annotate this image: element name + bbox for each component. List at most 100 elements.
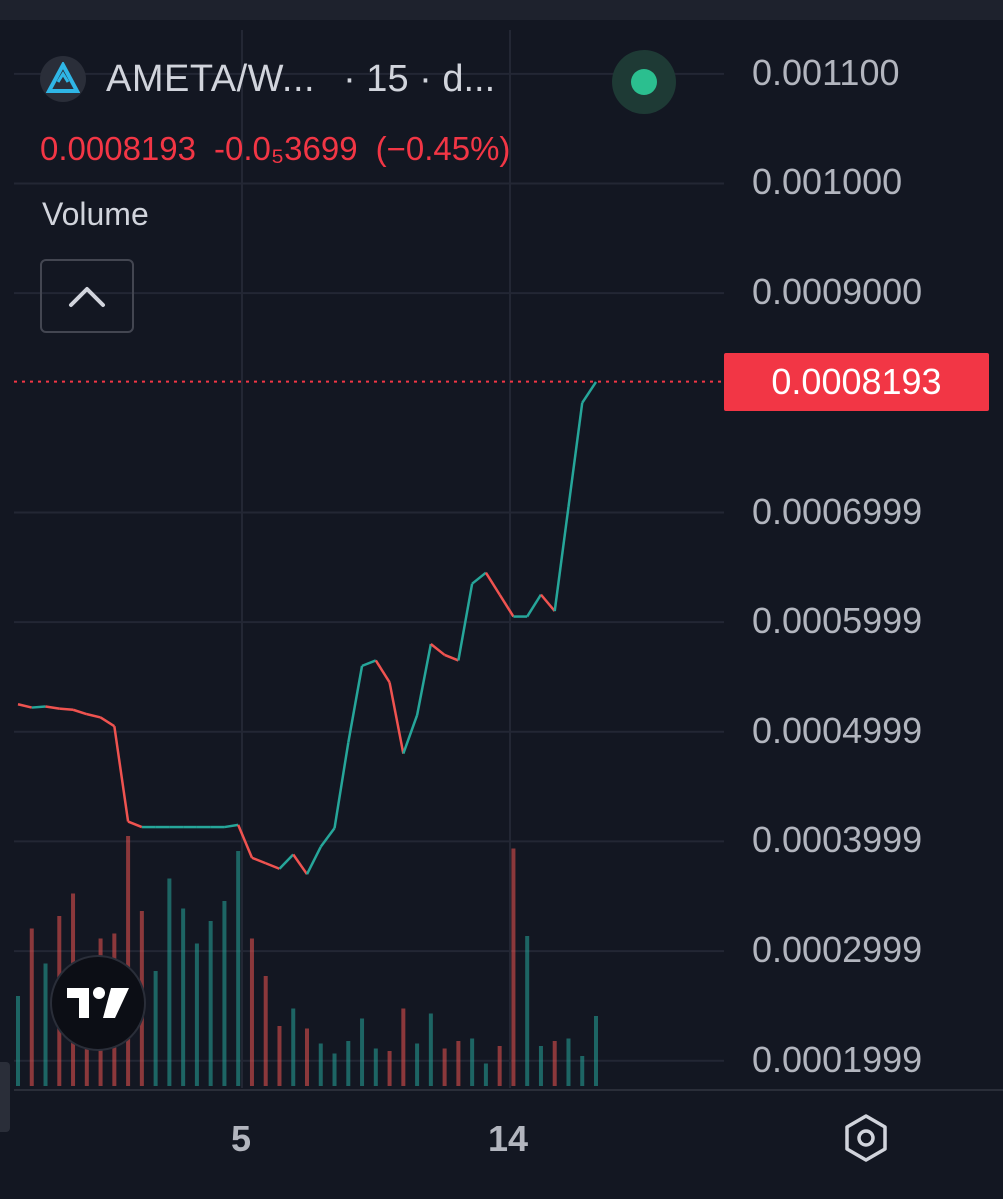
volume-bar: [538, 1046, 543, 1086]
price-segment: [305, 846, 322, 875]
volume-bar: [525, 936, 530, 1086]
volume-bar: [16, 996, 20, 1086]
price-segment: [457, 583, 474, 661]
price-segment: [498, 593, 515, 618]
symbol-name[interactable]: AMETA/W...: [106, 57, 316, 100]
y-tick-label: 0.0009000: [752, 271, 923, 313]
price-segment: [402, 714, 419, 755]
volume-bar: [566, 1038, 571, 1086]
volume-bar: [222, 901, 227, 1086]
volume-bar: [346, 1041, 351, 1086]
volume-bar: [360, 1018, 365, 1086]
price-change-percent: (−0.45%): [375, 130, 511, 167]
volume-bar: [126, 836, 131, 1086]
volume-bar: [483, 1063, 488, 1086]
price-segment: [127, 820, 143, 829]
price-segment: [224, 823, 239, 829]
x-tick-label: 14: [488, 1118, 529, 1159]
price-segment: [553, 506, 570, 612]
price-segment: [430, 642, 446, 656]
volume-bar: [43, 963, 48, 1086]
ameta-logo-icon: [40, 56, 86, 102]
collapse-legend-button[interactable]: [40, 259, 134, 333]
volume-bar: [497, 1046, 502, 1086]
price-segment: [86, 712, 101, 719]
volume-indicator-label[interactable]: Volume: [42, 196, 149, 232]
price-segment: [484, 572, 501, 596]
y-tick-label: 0.0003999: [752, 819, 923, 861]
price-segment: [374, 659, 391, 684]
price-segment: [333, 742, 350, 829]
volume-bar: [153, 971, 158, 1086]
price-segment: [415, 643, 433, 716]
price-segment: [99, 716, 116, 728]
volume-bar: [415, 1043, 420, 1086]
price-candles: [17, 381, 598, 875]
y-tick-label: 0.0006999: [752, 490, 923, 532]
volume-bar: [401, 1008, 406, 1086]
current-price-label: 0.0008193: [724, 352, 989, 411]
chevron-up-icon: [69, 287, 105, 307]
volume-bar: [373, 1048, 378, 1086]
market-open-dot-icon: [631, 69, 657, 95]
volume-bar: [263, 976, 268, 1086]
tradingview-logo-icon[interactable]: [50, 955, 146, 1051]
volume-bar: [552, 1041, 557, 1086]
volume-bar: [167, 878, 172, 1086]
volume-bar: [181, 908, 186, 1086]
y-tick-label: 0.001000: [752, 161, 903, 203]
price-segment: [113, 726, 130, 822]
price-segment: [319, 827, 336, 848]
pane-resize-handle[interactable]: [0, 1062, 10, 1132]
price-segment: [567, 402, 584, 508]
interval-exchange[interactable]: · 15 · d...: [343, 57, 496, 100]
volume-bar: [387, 1051, 392, 1086]
volume-bar: [305, 1028, 309, 1086]
volume-bar: [332, 1053, 337, 1086]
price-segment: [251, 856, 267, 865]
price-segment: [444, 653, 459, 662]
y-tick-label: 0.001100: [752, 51, 900, 93]
volume-bar: [580, 1056, 585, 1086]
volume-bar: [277, 1026, 282, 1086]
volume-bar: [236, 851, 241, 1086]
volume-bar: [318, 1043, 323, 1086]
price-quote: 0.0008193 -0.0₅3699 (−0.45%): [40, 130, 528, 168]
price-segment: [72, 708, 88, 716]
settings-hexagon-icon[interactable]: [840, 1112, 892, 1164]
y-tick-label: 0.0002999: [752, 929, 923, 971]
market-status-indicator[interactable]: [612, 50, 676, 114]
price-segment: [237, 824, 254, 859]
price-segment: [292, 853, 309, 875]
y-tick-label: 0.0005999: [752, 600, 923, 642]
price-segment: [581, 381, 598, 404]
price-segment: [278, 853, 295, 870]
price-segment: [471, 571, 487, 585]
volume-bar: [470, 1038, 475, 1086]
chart-legend: AMETA/W... · 15 · d...: [40, 56, 495, 102]
volume-bar: [291, 1008, 296, 1086]
price-segment: [539, 593, 556, 612]
y-tick-label: 0.0004999: [752, 709, 923, 751]
price-segment: [17, 703, 33, 709]
price-segment: [388, 682, 405, 754]
price-segment: [347, 665, 364, 743]
top-bar: [0, 0, 1003, 20]
volume-bar: [594, 1016, 598, 1086]
price-segment: [361, 659, 377, 668]
last-price: 0.0008193: [40, 130, 196, 167]
volume-bar: [249, 938, 254, 1086]
volume-bar: [29, 928, 34, 1086]
price-segment: [526, 593, 543, 618]
x-tick-label: 5: [231, 1118, 252, 1159]
volume-bar: [208, 921, 213, 1086]
price-segment: [45, 705, 60, 710]
price-segment: [59, 707, 74, 711]
volume-bar: [456, 1041, 461, 1086]
volume-bar: [428, 1013, 433, 1086]
volume-bar: [511, 848, 516, 1086]
grid-lines: [14, 30, 1003, 1091]
price-segment: [31, 705, 46, 709]
price-segment: [265, 862, 280, 870]
